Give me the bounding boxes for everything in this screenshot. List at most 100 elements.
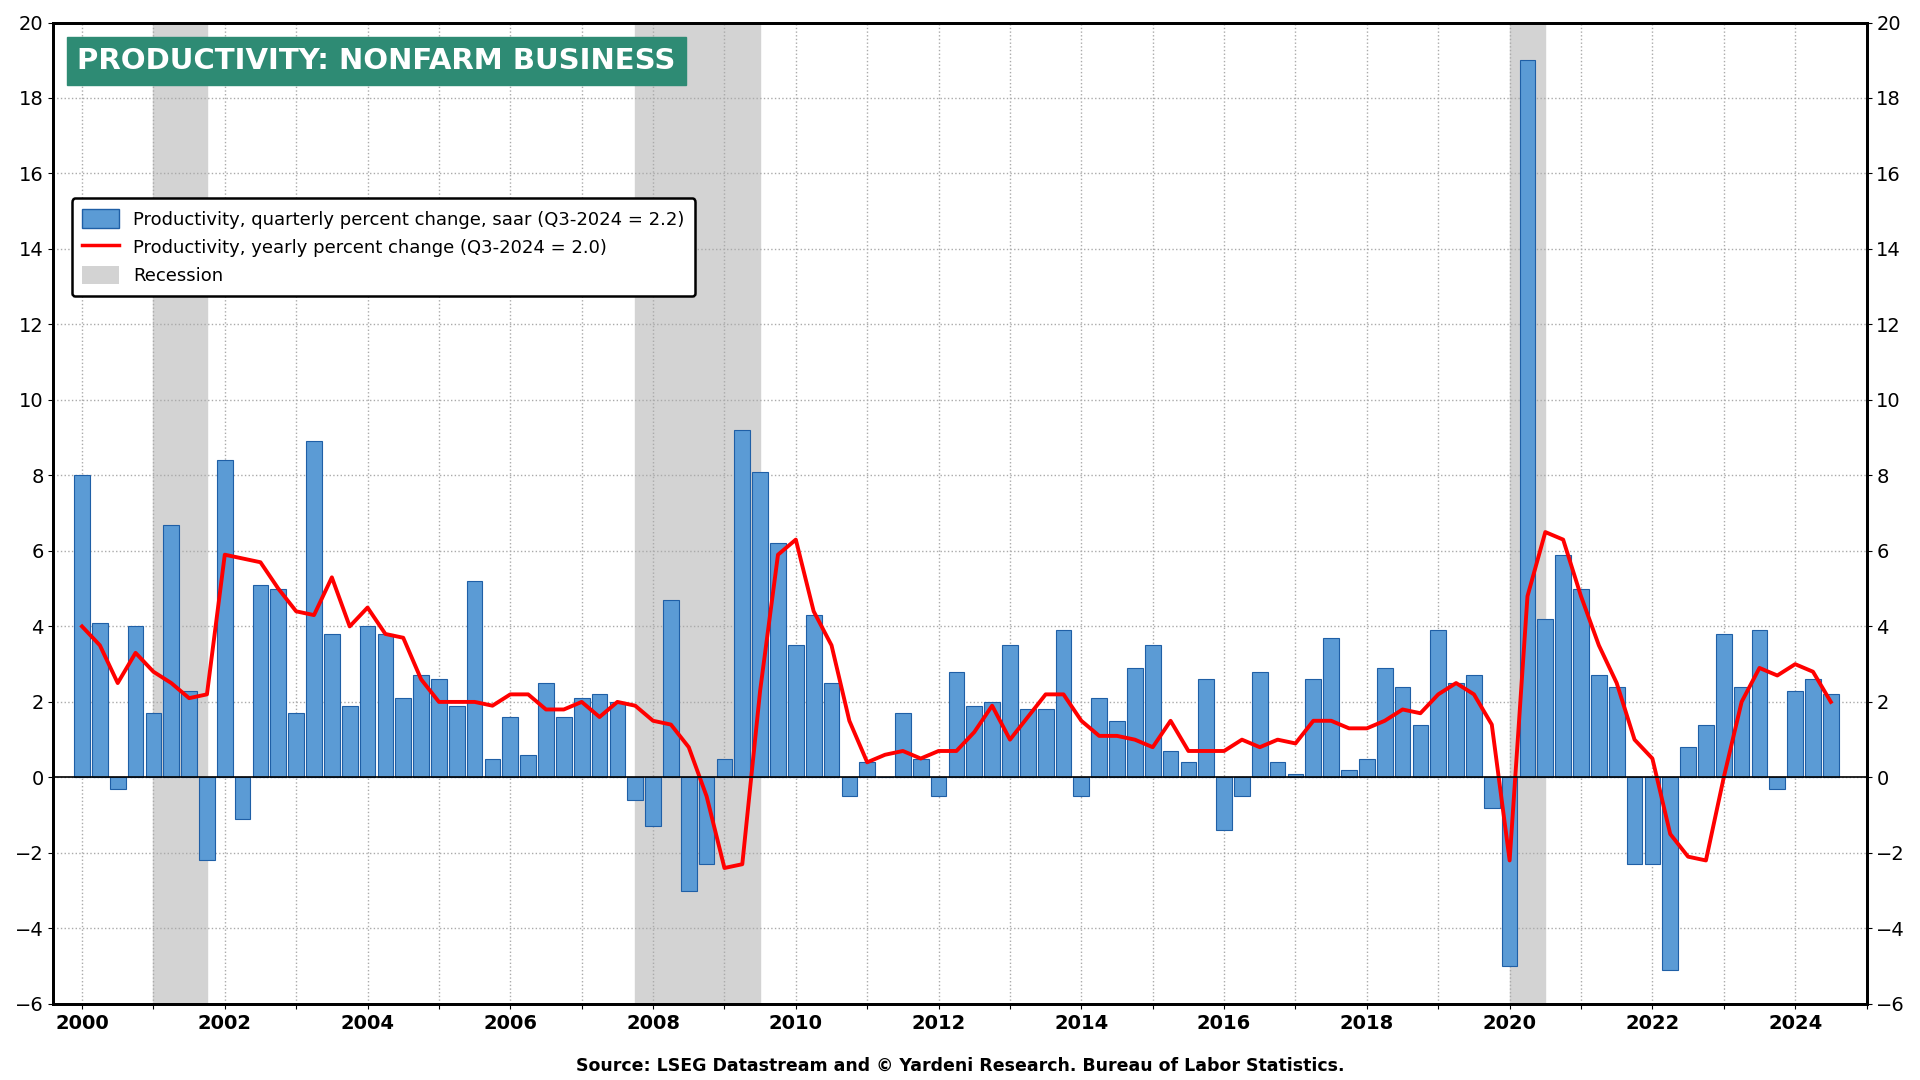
Bar [1626,778,1642,864]
Bar [234,778,250,819]
Bar [1110,720,1125,778]
Bar [324,634,340,778]
Bar [1501,778,1517,967]
Bar [129,626,144,778]
Bar [449,705,465,778]
Bar [1592,675,1607,778]
Bar [1323,638,1338,778]
Bar [1788,690,1803,778]
Bar [1519,60,1536,778]
Bar [1716,634,1732,778]
Bar [1467,675,1482,778]
Bar [860,762,876,778]
Bar [912,758,929,778]
Bar [1002,645,1018,778]
Bar [1252,672,1267,778]
Bar [824,683,839,778]
Bar [662,600,680,778]
Bar [591,694,607,778]
Bar [1484,778,1500,808]
Bar [806,616,822,778]
Bar [288,713,303,778]
Bar [1020,710,1035,778]
Bar [699,778,714,864]
Bar [1056,631,1071,778]
Bar [253,585,269,778]
Bar [735,430,751,778]
Bar [305,442,323,778]
Bar [1572,589,1590,778]
Bar [1127,667,1142,778]
Bar [1822,694,1839,778]
Bar [948,672,964,778]
Bar [1091,698,1108,778]
Bar [1413,725,1428,778]
Bar [1164,751,1179,778]
Bar [770,543,785,778]
Bar [716,758,732,778]
Text: Source: LSEG Datastream and © Yardeni Research. Bureau of Labor Statistics.: Source: LSEG Datastream and © Yardeni Re… [576,1056,1344,1075]
Bar [1751,631,1766,778]
Bar [966,705,983,778]
Bar [609,702,626,778]
Bar [895,713,910,778]
Bar [413,675,428,778]
Bar [180,690,198,778]
Bar [985,702,1000,778]
Bar [1342,770,1357,778]
Bar [1770,778,1786,788]
Bar [154,23,207,1004]
Bar [432,679,447,778]
Bar [146,713,161,778]
Bar [1359,758,1375,778]
Bar [1306,679,1321,778]
Bar [1734,687,1749,778]
Bar [520,755,536,778]
Text: PRODUCTIVITY: NONFARM BUSINESS: PRODUCTIVITY: NONFARM BUSINESS [77,48,676,75]
Bar [1144,645,1160,778]
Bar [841,778,856,796]
Bar [467,581,482,778]
Bar [75,475,90,778]
Bar [342,705,357,778]
Legend: Productivity, quarterly percent change, saar (Q3-2024 = 2.2), Productivity, year: Productivity, quarterly percent change, … [71,199,695,296]
Bar [378,634,394,778]
Bar [1394,687,1411,778]
Bar [1288,773,1304,778]
Bar [1509,23,1546,1004]
Bar [682,778,697,891]
Bar [1680,747,1695,778]
Bar [574,698,589,778]
Bar [1555,555,1571,778]
Bar [787,645,804,778]
Bar [538,683,553,778]
Bar [92,623,108,778]
Bar [1073,778,1089,796]
Bar [645,778,660,826]
Bar [636,23,760,1004]
Bar [396,698,411,778]
Bar [163,525,179,778]
Bar [1269,762,1286,778]
Bar [1609,687,1624,778]
Bar [931,778,947,796]
Bar [1805,679,1820,778]
Bar [484,758,501,778]
Bar [1198,679,1213,778]
Bar [1181,762,1196,778]
Bar [1663,778,1678,970]
Bar [1215,778,1233,831]
Bar [628,778,643,800]
Bar [217,460,232,778]
Bar [1039,710,1054,778]
Bar [359,626,376,778]
Bar [1377,667,1392,778]
Bar [503,717,518,778]
Bar [271,589,286,778]
Bar [557,717,572,778]
Bar [1645,778,1661,864]
Bar [1697,725,1715,778]
Bar [753,472,768,778]
Bar [1538,619,1553,778]
Bar [109,778,125,788]
